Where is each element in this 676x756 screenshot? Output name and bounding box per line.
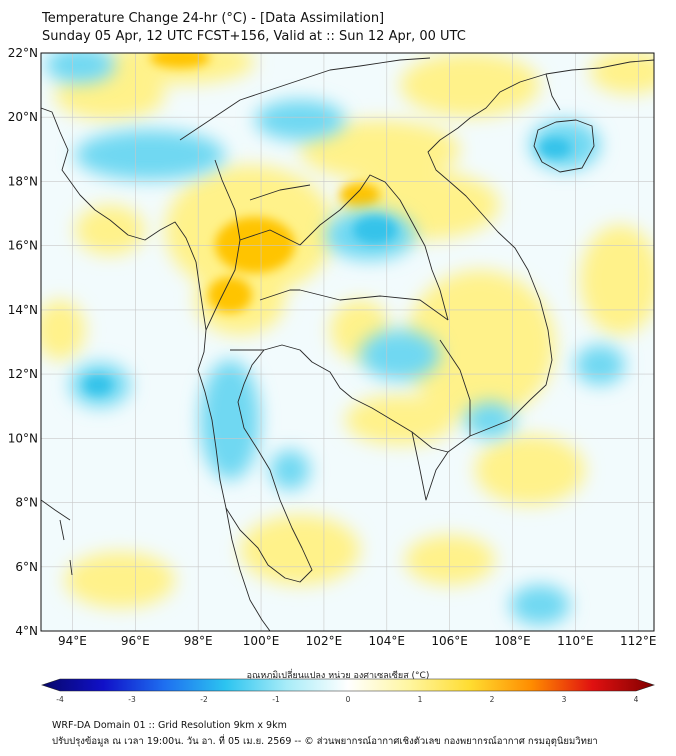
lon-label: 106°E [431, 634, 468, 648]
hot-anomaly-field [150, 53, 380, 313]
leizhou-peninsula-coastline [545, 73, 561, 111]
latitude-labels: 22°N 20°N 18°N 16°N 14°N 12°N 10°N 8°N 6°N 4°N [8, 46, 38, 638]
lat-label: 10°N [8, 431, 38, 445]
lon-label: 112°E [620, 634, 657, 648]
lat-label: 8°N [15, 496, 38, 510]
lon-label: 100°E [243, 634, 280, 648]
andaman-islands [59, 519, 73, 576]
colorbar-tick-label: -2 [200, 695, 208, 704]
colorbar-tick-label: 0 [346, 695, 351, 704]
lon-label: 104°E [369, 634, 406, 648]
chart-subtitle: Sunday 05 Apr, 12 UTC FCST+156, Valid at… [42, 29, 466, 44]
lat-label: 4°N [15, 624, 38, 638]
longitude-labels: 94°E 96°E 98°E 100°E 102°E 104°E 106°E 108°E 110… [58, 634, 657, 648]
chart-title: Temperature Change 24-hr (°C) - [Data As… [42, 11, 385, 26]
cambodia-vietnam-border [439, 339, 471, 436]
thai-cambodia-border [299, 289, 449, 321]
colorbar-ticks: -4 -3 -2 -1 0 1 2 3 4 [56, 695, 638, 704]
lat-lon-grid [41, 53, 654, 631]
lat-label: 22°N [8, 46, 38, 60]
footer-model-info: WRF-DA Domain 01 :: Grid Resolution 9km … [52, 720, 287, 731]
lat-label: 18°N [8, 174, 38, 188]
lon-label: 102°E [306, 634, 343, 648]
warm-anomaly-field [41, 53, 654, 608]
colorbar: -4 -3 -2 -1 0 1 2 3 4 [41, 678, 655, 704]
footer-credit: ปรับปรุงข้อมูล ณ เวลา 19:00น. วัน อา. ที… [52, 736, 598, 747]
colorbar-tick-label: 2 [490, 695, 495, 704]
lat-label: 14°N [8, 303, 38, 317]
colorbar-tick-label: -4 [56, 695, 64, 704]
thai-province-lines [230, 184, 311, 351]
plot-frame [40, 52, 655, 632]
colorbar-tick-label: -1 [272, 695, 280, 704]
hainan-island-coastline [533, 119, 595, 173]
lon-label: 94°E [58, 634, 87, 648]
temperature-map: 22°N 20°N 18°N 16°N 14°N 12°N 10°N 8°N 6°N 4°N 94… [8, 46, 657, 648]
lon-label: 108°E [494, 634, 531, 648]
colorbar-tick-label: 1 [418, 695, 423, 704]
colorbar-tick-label: -3 [128, 695, 136, 704]
coastlines-and-borders [41, 57, 654, 631]
colorbar-body [41, 678, 655, 692]
west-coast-line [41, 499, 71, 521]
northern-border [179, 57, 431, 141]
strong-cool-anomaly-field [84, 138, 571, 395]
lat-label: 12°N [8, 367, 38, 381]
mekong-river-border [299, 174, 449, 321]
colorbar-tick-label: 3 [562, 695, 567, 704]
lat-label: 6°N [15, 560, 38, 574]
malay-peninsula-coastline [225, 507, 271, 631]
colorbar-tick-label: 4 [634, 695, 639, 704]
lon-label: 98°E [184, 634, 213, 648]
gulf-of-thailand-coastline [411, 431, 449, 501]
lon-label: 110°E [557, 634, 594, 648]
colorbar-label: อุณหภูมิเปลี่ยนแปลง หน่วย องศาเซลเซียส (… [246, 671, 430, 681]
lat-label: 20°N [8, 110, 38, 124]
lon-label: 96°E [121, 634, 150, 648]
lat-label: 16°N [8, 239, 38, 253]
